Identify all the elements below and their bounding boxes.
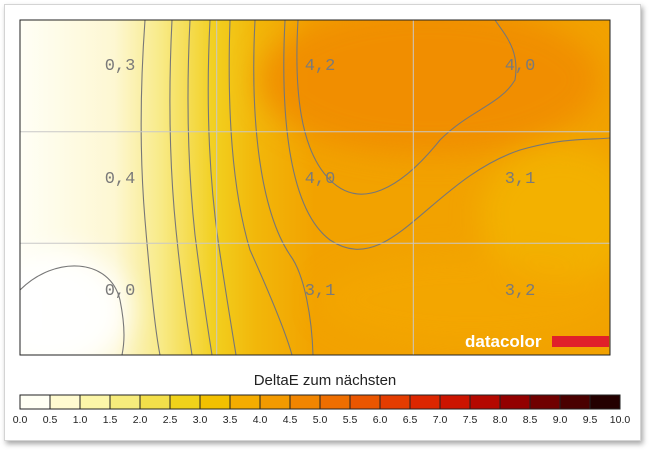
cell-label-r2c3: 3,1 xyxy=(505,170,536,189)
colorbar-swatch xyxy=(170,395,201,409)
colorbar-swatch xyxy=(260,395,291,409)
colorbar-swatch xyxy=(110,395,141,409)
contour-line xyxy=(169,20,193,355)
contour-line xyxy=(140,20,161,355)
contour-line xyxy=(296,20,517,195)
cell-label-r2c2: 4,0 xyxy=(305,170,336,189)
colorbar-swatch xyxy=(320,395,351,409)
colorbar-tick-label: 4.0 xyxy=(253,414,268,426)
colorbar-swatch xyxy=(590,395,621,409)
colorbar-tick-label: 5.5 xyxy=(343,414,358,426)
datacolor-logo-text: datacolor xyxy=(465,332,542,351)
colorbar-tick-label: 5.0 xyxy=(313,414,328,426)
colorbar-swatch xyxy=(470,395,501,409)
contour-line xyxy=(187,20,213,355)
colorbar-tick-label: 2.5 xyxy=(163,414,178,426)
colorbar-swatch xyxy=(140,395,171,409)
datacolor-logo-bar xyxy=(552,336,609,347)
colorbar-tick-label: 7.0 xyxy=(433,414,448,426)
colorbar-swatch xyxy=(380,395,411,409)
colorbar-tick-label: 9.5 xyxy=(583,414,598,426)
cell-label-r1c2: 4,2 xyxy=(305,57,336,76)
cell-label-r3c3: 3,2 xyxy=(505,282,536,301)
colorbar-tick-label: 7.5 xyxy=(463,414,478,426)
colorbar-tick-label: 3.0 xyxy=(193,414,208,426)
colorbar-tick-label: 2.0 xyxy=(133,414,148,426)
gridlines xyxy=(20,20,610,355)
cell-labels: 0,3 4,2 4,0 0,4 4,0 3,1 0,0 3,1 3,2 xyxy=(105,57,536,301)
colorbar-swatch xyxy=(200,395,231,409)
heatmap-surface xyxy=(20,20,610,355)
cell-label-r1c3: 4,0 xyxy=(505,57,536,76)
colorbar-swatch xyxy=(230,395,261,409)
plot-border xyxy=(19,19,611,356)
colorbar-tick-label: 6.0 xyxy=(373,414,388,426)
cell-label-r1c1: 0,3 xyxy=(105,57,136,76)
contour-line xyxy=(20,265,125,355)
colorbar-swatch xyxy=(290,395,321,409)
cell-label-r3c2: 3,1 xyxy=(305,282,336,301)
colorbar-tick-label: 0.0 xyxy=(13,414,28,426)
colorbar-swatch xyxy=(80,395,111,409)
contour-line xyxy=(253,20,314,355)
contour-lines xyxy=(20,20,610,355)
contour-line xyxy=(228,20,293,355)
colorbar-tick-label: 9.0 xyxy=(553,414,568,426)
colorbar-tick-label: 8.0 xyxy=(493,414,508,426)
colorbar-tick-label: 6.5 xyxy=(403,414,418,426)
colorbar-tick-label: 1.5 xyxy=(103,414,118,426)
colorbar-swatch xyxy=(410,395,441,409)
colorbar-swatch xyxy=(50,395,81,409)
colorbar-swatch xyxy=(560,395,591,409)
colorbar-tick-label: 0.5 xyxy=(43,414,58,426)
legend-title: DeltaE zum nächsten xyxy=(253,372,397,389)
colorbar-tick-label: 10.0 xyxy=(610,414,631,426)
colorbar-tick-label: 3.5 xyxy=(223,414,238,426)
colorbar-tick-label: 8.5 xyxy=(523,414,538,426)
contour-line xyxy=(283,20,610,250)
colorbar-swatch xyxy=(20,395,51,409)
datacolor-logo: datacolor xyxy=(465,332,609,351)
colorbar: 0.0 0.5 1.0 1.5 2.0 2.5 3.0 3.5 4.0 4.5 5.0 5.5 6.0 6… xyxy=(13,394,631,426)
colorbar-tick-label: 4.5 xyxy=(283,414,298,426)
colorbar-swatch xyxy=(350,395,381,409)
colorbar-swatch xyxy=(440,395,471,409)
cell-label-r2c1: 0,4 xyxy=(105,170,136,189)
cell-label-r3c1: 0,0 xyxy=(105,282,136,301)
colorbar-swatch xyxy=(500,395,531,409)
colorbar-swatch xyxy=(530,395,561,409)
colorbar-tick-label: 1.0 xyxy=(73,414,88,426)
